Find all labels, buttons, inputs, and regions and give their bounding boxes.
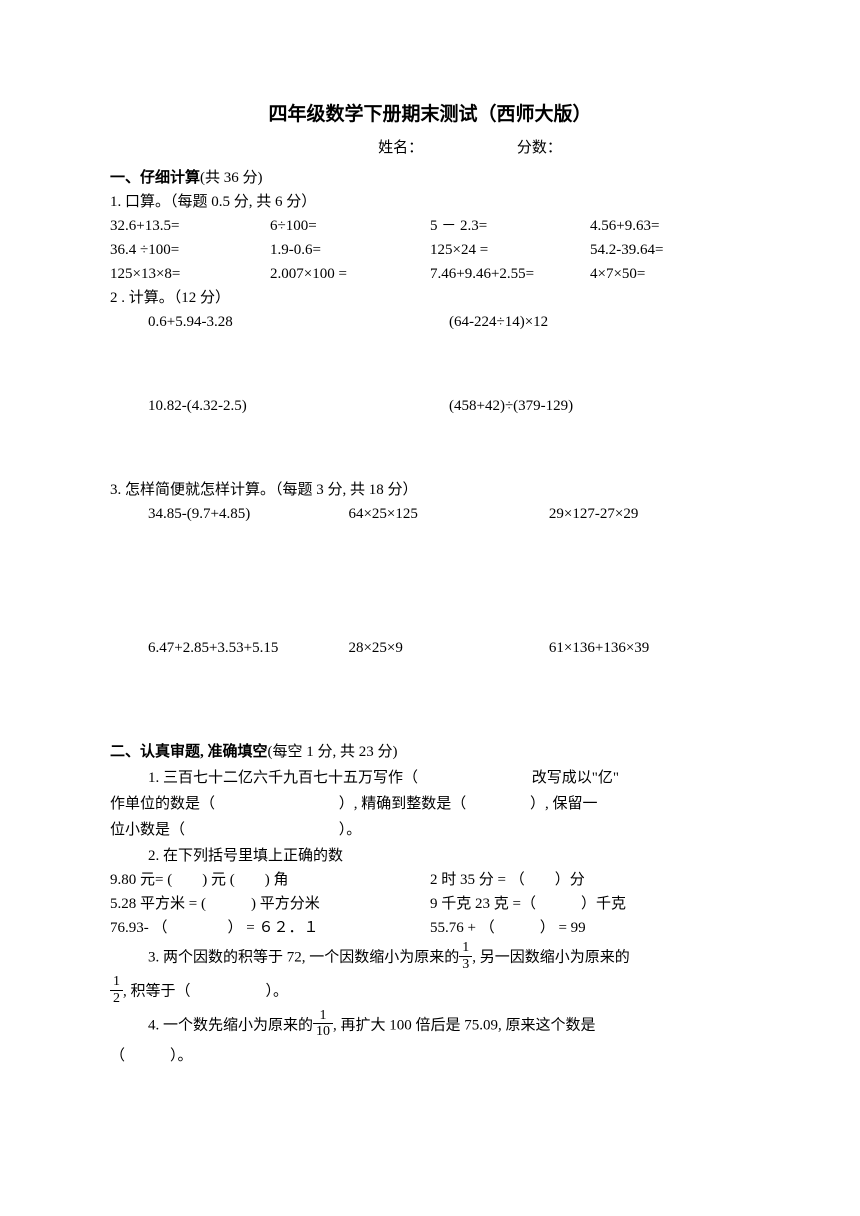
fraction-icon: 12 xyxy=(110,974,123,1006)
q2-cell: 0.6+5.94-3.28 xyxy=(148,310,449,334)
s2-q1-p4: ）, 精确到整数是（ xyxy=(219,796,467,812)
page-title: 四年级数学下册期末测试（西师大版） xyxy=(110,100,750,130)
fraction-icon: 110 xyxy=(313,1008,333,1040)
q1-row: 125×13×8= 2.007×100 = 7.46+9.46+2.55= 4×… xyxy=(110,262,750,286)
q3-cell: 64×25×125 xyxy=(348,502,548,526)
s2-q1-line3: 位小数是（ ）。 xyxy=(110,818,750,842)
s2-q2-cell: 55.76 + （ ） = 99 xyxy=(430,916,750,940)
q1-cell: 2.007×100 = xyxy=(270,262,430,286)
q3-row: 34.85-(9.7+4.85) 64×25×125 29×127-27×29 xyxy=(110,502,750,526)
s2-q3-mid: , 另一因数缩小为原来的 xyxy=(472,950,630,966)
section2-heading-rest: (每空 1 分, 共 23 分) xyxy=(268,744,398,760)
q1-cell: 125×13×8= xyxy=(110,262,270,286)
s2-q2-cell: 2 时 35 分 = （ ）分 xyxy=(430,868,750,892)
name-score-line: 姓名： 分数： xyxy=(110,136,750,160)
q1-row: 36.4 ÷100= 1.9-0.6= 125×24 = 54.2-39.64= xyxy=(110,238,750,262)
s2-q4: 4. 一个数先缩小为原来的110, 再扩大 100 倍后是 75.09, 原来这… xyxy=(110,1010,750,1042)
q1-cell: 54.2-39.64= xyxy=(590,238,750,262)
q1-cell: 4.56+9.63= xyxy=(590,214,750,238)
name-label: 姓名： xyxy=(378,140,423,156)
s2-q1-p6: 位小数是（ xyxy=(110,822,185,838)
s2-q2-cell: 76.93- （ ） = ６２．１ xyxy=(110,916,430,940)
q2-label: 2 . 计算。（12 分） xyxy=(110,286,750,310)
s2-q1-p1: 1. 三百七十二亿六千九百七十五万写作（ xyxy=(110,770,418,786)
s2-q1-p3: 作单位的数是（ xyxy=(110,796,215,812)
q2-cell: (64-224÷14)×12 xyxy=(449,310,750,334)
q3-cell: 6.47+2.85+3.53+5.15 xyxy=(148,636,348,660)
s2-q3-pre: 3. 两个因数的积等于 72, 一个因数缩小为原来的 xyxy=(148,950,459,966)
q3-cell: 34.85-(9.7+4.85) xyxy=(148,502,348,526)
section2-heading: 二、认真审题, 准确填空(每空 1 分, 共 23 分) xyxy=(110,740,750,764)
q1-cell: 4×7×50= xyxy=(590,262,750,286)
s2-q4-last: （ ）。 xyxy=(110,1044,750,1068)
section1-heading: 一、仔细计算(共 36 分) xyxy=(110,166,750,190)
s2-q3-post: , 积等于（ ）。 xyxy=(123,984,288,1000)
q1-cell: 6÷100= xyxy=(270,214,430,238)
q3-label: 3. 怎样简便就怎样计算。（每题 3 分, 共 18 分） xyxy=(110,478,750,502)
s2-q1-line2: 作单位的数是（ ）, 精确到整数是（ ）, 保留一 xyxy=(110,792,750,816)
fraction-icon: 13 xyxy=(459,940,472,972)
s2-q4-post: , 再扩大 100 倍后是 75.09, 原来这个数是 xyxy=(333,1017,596,1033)
q1-label: 1. 口算。（每题 0.5 分, 共 6 分） xyxy=(110,190,750,214)
s2-q2-cell: 9.80 元= ( ) 元 ( ) 角 xyxy=(110,868,430,892)
section2-heading-bold: 二、认真审题, 准确填空 xyxy=(110,744,268,760)
q1-cell: 36.4 ÷100= xyxy=(110,238,270,262)
s2-q1: 1. 三百七十二亿六千九百七十五万写作（ 改写成以"亿" xyxy=(110,766,750,790)
s2-q2-row: 5.28 平方米 = ( ) 平方分米 9 千克 23 克 =（ ）千克 xyxy=(110,892,750,916)
q3-row: 6.47+2.85+3.53+5.15 28×25×9 61×136+136×3… xyxy=(110,636,750,660)
s2-q4-pre: 4. 一个数先缩小为原来的 xyxy=(148,1017,313,1033)
q2-row: 10.82-(4.32-2.5) (458+42)÷(379-129) xyxy=(110,394,750,418)
q2-cell: 10.82-(4.32-2.5) xyxy=(148,394,449,418)
section1-heading-rest: (共 36 分) xyxy=(200,170,263,186)
q1-cell: 1.9-0.6= xyxy=(270,238,430,262)
score-label: 分数： xyxy=(517,140,562,156)
s2-q3-line2: 12, 积等于（ ）。 xyxy=(110,976,750,1008)
s2-q2-row: 9.80 元= ( ) 元 ( ) 角 2 时 35 分 = （ ）分 xyxy=(110,868,750,892)
q1-cell: 5 － 2.3= xyxy=(430,214,590,238)
s2-q1-p2: 改写成以"亿" xyxy=(422,770,619,786)
q1-cell: 7.46+9.46+2.55= xyxy=(430,262,590,286)
q2-cell: (458+42)÷(379-129) xyxy=(449,394,750,418)
q1-row: 32.6+13.5= 6÷100= 5 － 2.3= 4.56+9.63= xyxy=(110,214,750,238)
q2-row: 0.6+5.94-3.28 (64-224÷14)×12 xyxy=(110,310,750,334)
q1-cell: 32.6+13.5= xyxy=(110,214,270,238)
s2-q2-label: 2. 在下列括号里填上正确的数 xyxy=(110,844,750,868)
s2-q2-cell: 5.28 平方米 = ( ) 平方分米 xyxy=(110,892,430,916)
s2-q1-p5: ）, 保留一 xyxy=(470,796,598,812)
s2-q2-cell: 9 千克 23 克 =（ ）千克 xyxy=(430,892,750,916)
q3-cell: 28×25×9 xyxy=(348,636,548,660)
s2-q2-row: 76.93- （ ） = ６２．１ 55.76 + （ ） = 99 xyxy=(110,916,750,940)
q1-cell: 125×24 = xyxy=(430,238,590,262)
s2-q1-p7: ）。 xyxy=(189,822,362,838)
q3-cell: 61×136+136×39 xyxy=(549,636,749,660)
section1-heading-bold: 一、仔细计算 xyxy=(110,170,200,186)
s2-q3: 3. 两个因数的积等于 72, 一个因数缩小为原来的13, 另一因数缩小为原来的 xyxy=(110,942,750,974)
q3-cell: 29×127-27×29 xyxy=(549,502,749,526)
